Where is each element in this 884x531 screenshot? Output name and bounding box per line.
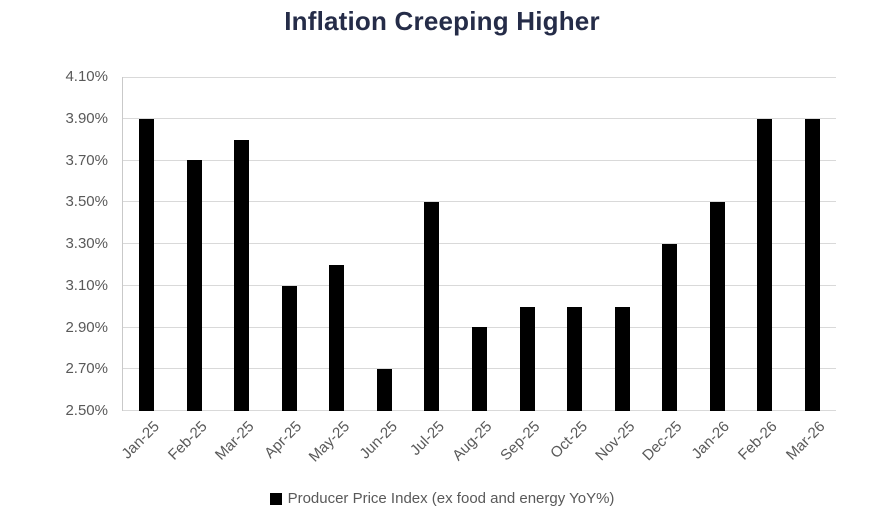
y-axis-tick-label: 3.30% (65, 235, 108, 252)
legend: Producer Price Index (ex food and energy… (0, 490, 884, 508)
gridline (123, 159, 836, 161)
x-axis-tick-label: Jul-25 (407, 418, 448, 459)
bar-Mar-25 (234, 140, 250, 411)
y-axis-tick-label: 2.50% (65, 402, 108, 419)
bar-May-25 (329, 265, 345, 411)
bar-Feb-26 (757, 119, 773, 411)
x-axis-tick-label: Aug-25 (449, 418, 496, 465)
bar-Dec-25 (662, 244, 678, 411)
x-axis-tick-label: Jan-26 (688, 418, 734, 463)
bar-Jun-25 (376, 369, 392, 411)
bar-Sep-25 (519, 307, 535, 411)
bar-Oct-25 (567, 307, 583, 411)
bar-Jul-25 (424, 202, 440, 411)
y-axis-tick-label: 3.90% (65, 109, 108, 127)
x-axis-tick-label: Nov-25 (591, 418, 639, 465)
bar-Aug-25 (472, 327, 487, 411)
x-axis-tick-label: Apr-25 (261, 418, 306, 462)
bar-Apr-25 (281, 286, 297, 411)
y-axis-tick-label: 2.70% (65, 360, 108, 378)
x-axis-tick-label: Feb-25 (164, 418, 211, 464)
x-axis-tick-label: Feb-26 (735, 418, 781, 464)
bar-Mar-26 (804, 119, 820, 411)
y-axis-tick-label: 3.50% (65, 193, 108, 211)
bar-Feb-25 (186, 160, 202, 411)
y-axis-tick-label: 4.10% (65, 68, 108, 85)
bar-Nov-25 (614, 307, 630, 411)
x-axis-tick-label: Dec-25 (639, 418, 686, 465)
y-axis-tick-label: 3.10% (65, 276, 108, 294)
gridline (123, 284, 836, 286)
x-axis-tick-label: Mar-25 (212, 418, 258, 464)
gridline (123, 243, 836, 244)
x-axis-tick-label: May-25 (305, 418, 353, 466)
gridline (123, 201, 836, 203)
x-axis-tick-label: Jan-25 (118, 418, 163, 463)
chart-title: Inflation Creeping Higher (284, 6, 600, 36)
legend-marker-square-icon (269, 493, 282, 505)
bar-Jan-25 (139, 119, 155, 411)
x-axis-tick-label: Jun-25 (355, 418, 401, 463)
y-axis-tick-label: 2.90% (65, 318, 108, 336)
y-axis-tick-label: 3.70% (65, 151, 108, 169)
x-axis-tick-label: Mar-26 (782, 418, 829, 464)
gridline (123, 77, 836, 78)
x-axis-tick-label: Oct-25 (546, 418, 591, 462)
legend-label: Producer Price Index (ex food and energy… (287, 490, 615, 507)
gridline (123, 117, 836, 119)
plot-area (122, 77, 836, 411)
x-axis-tick-label: Sep-25 (496, 418, 544, 465)
bar-Jan-26 (709, 202, 725, 411)
